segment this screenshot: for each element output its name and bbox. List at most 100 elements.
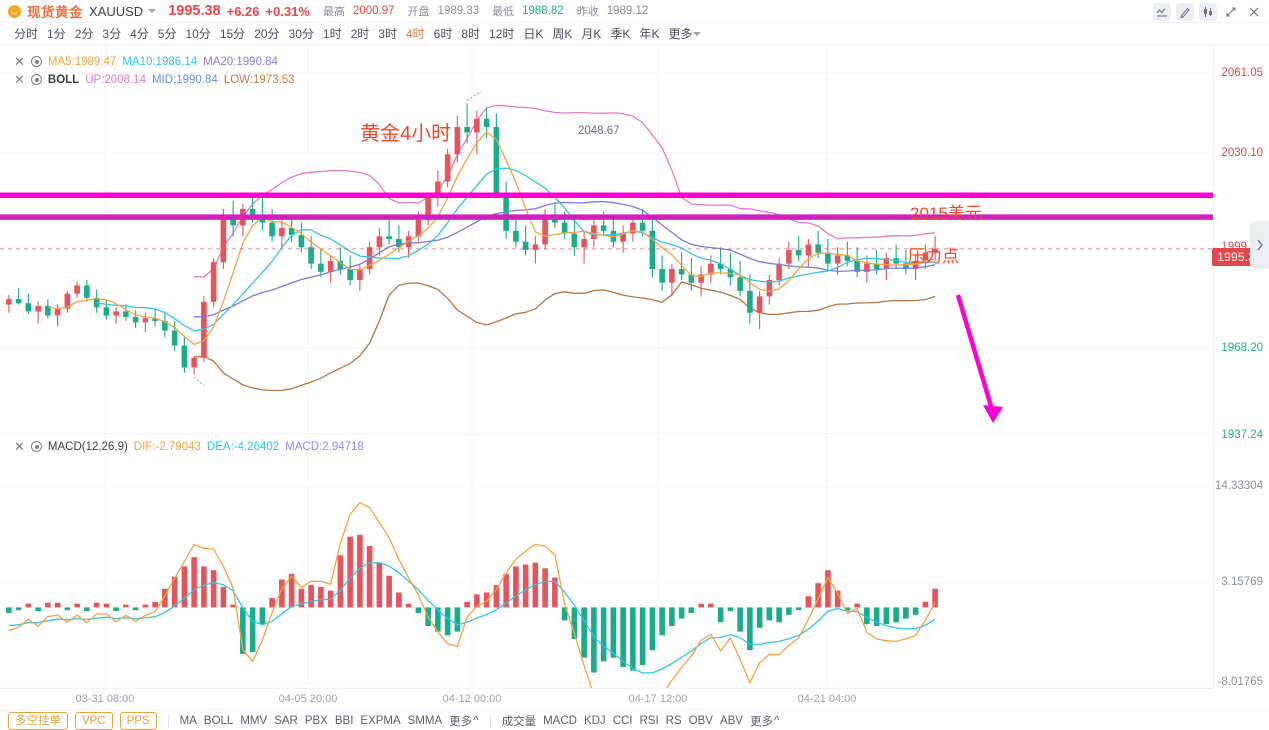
main-more-label: 更多 [449, 715, 473, 728]
time-axis-label: 04-17 12:00 [628, 693, 688, 705]
order-button-PPS[interactable]: PPS [119, 711, 157, 730]
macd-axis-label: 3.15769 [1221, 576, 1263, 588]
price-candlestick-svg [0, 45, 1213, 436]
timeframe-12时[interactable]: 12时 [489, 27, 515, 41]
side-panel-toggle[interactable] [1250, 221, 1269, 269]
candlestick-icon[interactable] [1199, 3, 1217, 21]
price-axis-label: 1937.24 [1221, 429, 1263, 441]
app-logo-icon [8, 4, 21, 18]
time-axis: 03-31 08:00 04-05 20:00 04-12 00:00 04-17 1… [0, 688, 1213, 710]
macd-hist-value: MACD:2.94718 [285, 440, 364, 453]
timeframe-3时[interactable]: 3时 [378, 27, 397, 41]
timeframe-季K[interactable]: 季K [610, 27, 631, 41]
timeframe-分时[interactable]: 分时 [14, 27, 39, 41]
expand-icon[interactable] [1222, 3, 1240, 21]
boll-up-value: UP:2008.14 [85, 73, 146, 86]
timeframe-bar: 分时 1分 2分 3分 4分 5分 10分 15分 20分 30分 1时 2时 3时 4时 6时 8时 12时日… [0, 23, 1269, 45]
draw-icon[interactable] [1176, 3, 1194, 21]
low-value: 1988.82 [522, 5, 564, 17]
sub-indicator-KDJ[interactable]: KDJ [583, 714, 606, 727]
sub-indicator-OBV[interactable]: OBV [688, 714, 713, 727]
sub-indicator-CCI[interactable]: CCI [612, 714, 633, 727]
price-axis-label: 1968.20 [1221, 342, 1263, 354]
price-axis: 2061.05 2030.10 1999.15 1968.20 1937.24 1995.… [1212, 45, 1269, 688]
main-indicator-more[interactable]: 更多 ^ [449, 713, 478, 729]
macd-settings-icon[interactable] [30, 441, 42, 452]
boll-indicator-legend: ✕ BOLL UP:2008.14 MID:1990.84 LOW:1973.5… [14, 73, 295, 86]
timeframe-10分[interactable]: 10分 [185, 27, 211, 41]
bottom-toolbar: 多空挂单 VPC PPS MA BOLL MMV SAR PBX BBI EXPMA SMMA 更多 ^… [0, 710, 1269, 730]
timeframe-年K[interactable]: 年K [639, 27, 660, 41]
macd-svg [0, 434, 1213, 727]
main-indicator-BOLL[interactable]: BOLL [203, 714, 234, 727]
timeframe-1分[interactable]: 1分 [47, 27, 66, 41]
sub-indicator-RSI[interactable]: RSI [639, 714, 659, 727]
chevron-up-icon: ^ [473, 714, 479, 727]
boll-close-icon[interactable]: ✕ [14, 72, 25, 87]
timeframe-8时[interactable]: 8时 [461, 27, 481, 41]
last-price: 1995.38 [168, 3, 221, 19]
timeframe-2分[interactable]: 2分 [74, 27, 94, 41]
quote-header: 现货黄金 XAUUSD 1995.38 +6.26 +0.31% 最高 2000… [0, 0, 1269, 23]
macd-dea-value: DEA:-4.26402 [206, 440, 280, 453]
timeframe-1时[interactable]: 1时 [322, 27, 342, 41]
open-label: 开盘 [407, 6, 430, 18]
order-button-多空挂单[interactable]: 多空挂单 [8, 711, 68, 730]
sub-indicator-MACD[interactable]: MACD [543, 714, 577, 727]
timeframe-5分[interactable]: 5分 [157, 27, 177, 41]
timeframe-月K[interactable]: 月K [581, 27, 602, 41]
boll-mid-value: MID:1990.84 [151, 73, 218, 86]
peak-price-label: 2048.67 [578, 125, 620, 137]
timeframe-3分[interactable]: 3分 [102, 27, 122, 41]
ma5-value: MA5:1989.47 [47, 55, 117, 68]
macd-chart-pane[interactable]: ✕ MACD(12,26,9) DIF:-2.79043 DEA:-4.2640… [0, 433, 1213, 727]
boll-settings-icon[interactable] [30, 74, 42, 85]
order-button-VPC[interactable]: VPC [75, 711, 113, 730]
timeframe-30分[interactable]: 30分 [288, 27, 314, 41]
macd-axis-label: 14.33304 [1215, 480, 1263, 492]
time-axis-label: 04-21 04:00 [797, 693, 857, 705]
close-icon[interactable] [1245, 3, 1263, 21]
timeframe-more[interactable]: 更多 [668, 25, 702, 42]
timeframe-20分[interactable]: 20分 [254, 27, 280, 41]
timeframe-2时[interactable]: 2时 [350, 27, 370, 41]
main-indicator-SAR[interactable]: SAR [274, 714, 298, 727]
toolbar-divider [167, 713, 169, 728]
timeframe-4时[interactable]: 4时 [405, 27, 425, 41]
prevclose-label: 昨收 [576, 6, 599, 18]
timeframe-more-label: 更多 [668, 27, 693, 41]
main-indicator-MMV[interactable]: MMV [240, 714, 268, 727]
sub-indicator-ABV[interactable]: ABV [719, 714, 743, 727]
macd-close-icon[interactable]: ✕ [14, 439, 25, 454]
price-axis-label: 2030.10 [1221, 147, 1263, 159]
sub-indicator-RS[interactable]: RS [665, 714, 682, 727]
main-indicator-EXPMA[interactable]: EXPMA [360, 714, 401, 727]
price-chart-pane[interactable]: ✕ MA5:1989.47 MA10:1986.14 MA20:1990.84 … [0, 45, 1213, 451]
timeframe-6时[interactable]: 6时 [433, 27, 453, 41]
ma-close-icon[interactable]: ✕ [14, 54, 25, 69]
sub-more-label: 更多 [749, 715, 773, 728]
symbol-code: XAUUSD [89, 3, 144, 19]
chevron-down-icon [693, 31, 702, 36]
chevron-right-icon [1256, 239, 1263, 251]
sub-indicator-成交量[interactable]: 成交量 [501, 715, 537, 728]
main-indicator-PBX[interactable]: PBX [304, 714, 328, 727]
indicator-icon[interactable] [1153, 3, 1171, 21]
main-indicator-MA[interactable]: MA [179, 714, 197, 727]
timeframe-4分[interactable]: 4分 [130, 27, 149, 41]
ma-settings-icon[interactable] [30, 56, 42, 67]
annotation-resistance-zone: 2015美元 [910, 204, 982, 223]
timeframe-15分[interactable]: 15分 [219, 27, 246, 41]
ma10-value: MA10:1986.14 [122, 55, 198, 68]
boll-name: BOLL [47, 73, 80, 86]
symbol-dropdown-icon[interactable] [148, 9, 157, 13]
main-indicator-BBI[interactable]: BBI [334, 714, 354, 727]
timeframe-周K[interactable]: 周K [552, 27, 573, 41]
timeframe-日K[interactable]: 日K [523, 27, 544, 41]
main-indicator-SMMA[interactable]: SMMA [407, 714, 443, 727]
toolbar-divider [489, 713, 491, 728]
macd-dif-value: DIF:-2.79043 [133, 440, 201, 453]
time-axis-label: 04-12 00:00 [442, 693, 502, 705]
sub-indicator-more[interactable]: 更多 ^ [750, 713, 779, 729]
